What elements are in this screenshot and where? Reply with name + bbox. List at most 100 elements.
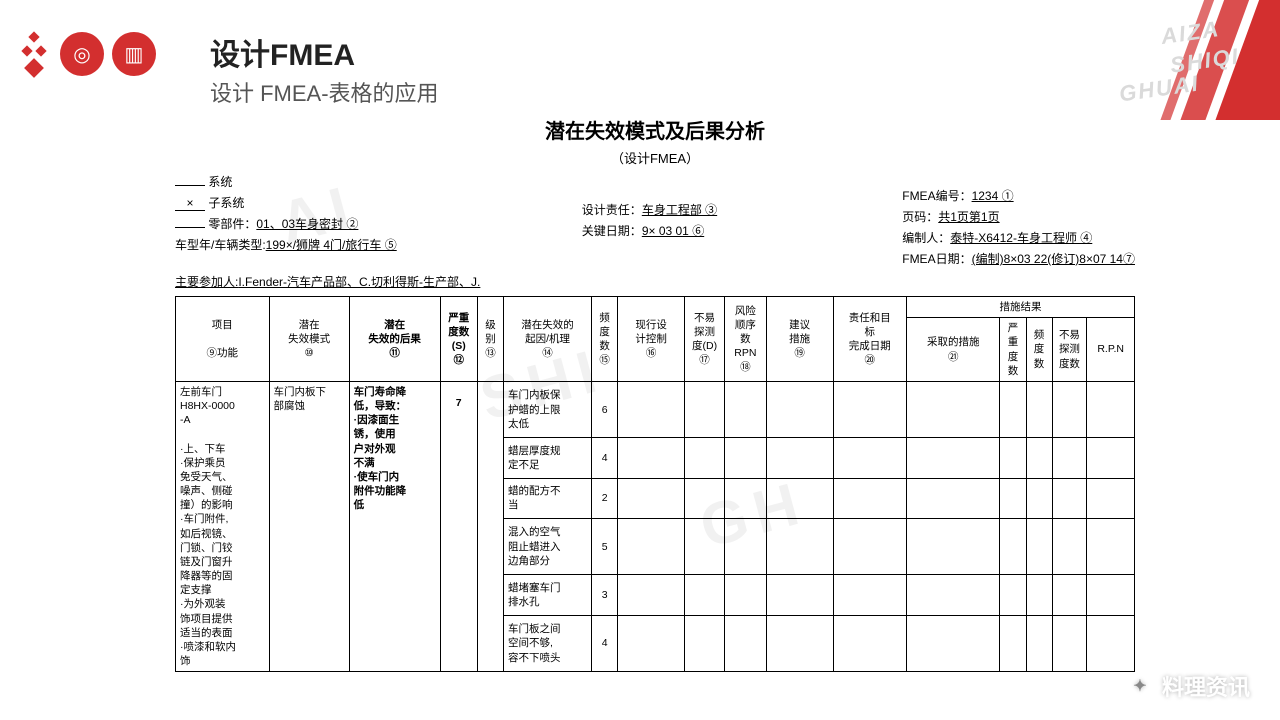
- cell-det: [684, 478, 724, 518]
- cell-action: [766, 518, 833, 574]
- meta-value: 泰特-X6412-车身工程师 ④: [950, 231, 1092, 245]
- col-rpn: 风险顺序数RPN⑱: [725, 297, 767, 382]
- cell-rocc: [1026, 615, 1052, 672]
- col-rocc: 频度数: [1026, 318, 1052, 382]
- cell-action: [766, 381, 833, 437]
- cell-rpn: [725, 615, 767, 672]
- cell-cause: 车门内板保护蜡的上限太低: [503, 381, 591, 437]
- cell-action: [766, 478, 833, 518]
- cell-rrpn: [1087, 518, 1135, 574]
- meta-value: 车身工程部 ③: [642, 203, 717, 217]
- cell-occ: 6: [592, 381, 618, 437]
- table-row: 左前车门H8HX-0000-A·上、下车·保护乘员免受天气、噪声、侧碰撞）的影响…: [176, 381, 1135, 437]
- cell-failure: 车门内板下部腐蚀: [269, 381, 349, 671]
- col-item: 项目⑨功能: [176, 297, 270, 382]
- cell-resp: [833, 518, 906, 574]
- cell-taken: [906, 575, 1000, 615]
- meta-label: 车型年/车辆类型:: [175, 238, 266, 252]
- page-header: 设计FMEA 设计 FMEA-表格的应用: [210, 30, 439, 108]
- col-cause: 潜在失效的起因/机理⑭: [503, 297, 591, 382]
- meta-subsystem: 子系统: [208, 196, 244, 210]
- cell-control: [618, 478, 685, 518]
- meta-system: 系统: [208, 175, 232, 189]
- cell-det: [684, 615, 724, 672]
- cell-rpn: [725, 381, 767, 437]
- meta-section: 系统 × 子系统 零部件：01、03车身密封 ② 车型年/车辆类型:199×/狮…: [175, 173, 1135, 267]
- col-failure: 潜在失效模式⑩: [269, 297, 349, 382]
- col-class: 级别⑬: [477, 297, 503, 382]
- page-title: 设计FMEA: [210, 30, 439, 74]
- cell-rpn: [725, 575, 767, 615]
- cell-rdet: [1052, 438, 1087, 478]
- cell-rsev: [1000, 575, 1026, 615]
- cell-rpn: [725, 518, 767, 574]
- cell-rpn: [725, 478, 767, 518]
- cell-item: 左前车门H8HX-0000-A·上、下车·保护乘员免受天气、噪声、侧碰撞）的影响…: [176, 381, 270, 671]
- target-icon: ◎: [60, 32, 104, 76]
- cell-rocc: [1026, 478, 1052, 518]
- col-rdet: 不易探测度数: [1052, 318, 1087, 382]
- meta-value: 1234 ①: [972, 189, 1014, 203]
- cell-taken: [906, 381, 1000, 437]
- meta-value: 9× 03 01 ⑥: [642, 224, 704, 238]
- cell-cause: 混入的空气阻止蜡进入边角部分: [503, 518, 591, 574]
- cell-cause: 蜡堵塞车门排水孔: [503, 575, 591, 615]
- cell-rdet: [1052, 381, 1087, 437]
- cell-occ: 2: [592, 478, 618, 518]
- col-control: 现行设计控制⑯: [618, 297, 685, 382]
- cell-action: [766, 575, 833, 615]
- col-taken: 采取的措施㉑: [906, 318, 1000, 382]
- cell-rrpn: [1087, 615, 1135, 672]
- cell-resp: [833, 438, 906, 478]
- cell-rocc: [1026, 381, 1052, 437]
- meta-value: 199×/狮牌 4门/旅行车 ⑤: [266, 238, 397, 252]
- col-det: 不易探测度(D)⑰: [684, 297, 724, 382]
- cell-rrpn: [1087, 381, 1135, 437]
- cell-resp: [833, 478, 906, 518]
- cell-rrpn: [1087, 575, 1135, 615]
- col-rrpn: R.P.N: [1087, 318, 1135, 382]
- cell-severity: 7: [440, 381, 477, 671]
- cell-occ: 5: [592, 518, 618, 574]
- corner-accent: [1060, 0, 1280, 120]
- page-subtitle: 设计 FMEA-表格的应用: [210, 76, 439, 108]
- cell-det: [684, 518, 724, 574]
- meta-label: FMEA日期：: [902, 252, 971, 266]
- cell-rdet: [1052, 478, 1087, 518]
- meta-label: FMEA编号：: [902, 189, 971, 203]
- cell-rsev: [1000, 615, 1026, 672]
- doc-subtitle: （设计FMEA）: [175, 148, 1135, 167]
- meta-label: 设计责任：: [582, 203, 642, 217]
- cell-occ: 3: [592, 575, 618, 615]
- cell-effect: 车门寿命降低，导致：·因漆面生锈，使用户对外观不满·使车门内附件功能降低: [349, 381, 440, 671]
- cell-rdet: [1052, 575, 1087, 615]
- cell-rocc: [1026, 438, 1052, 478]
- col-occ: 频度数⑮: [592, 297, 618, 382]
- cell-rsev: [1000, 478, 1026, 518]
- cell-resp: [833, 381, 906, 437]
- cell-rsev: [1000, 438, 1026, 478]
- meta-label: 关键日期：: [582, 224, 642, 238]
- cell-control: [618, 518, 685, 574]
- header-icons: ◎ ▥: [20, 30, 160, 78]
- doc-title: 潜在失效模式及后果分析: [175, 115, 1135, 144]
- cell-taken: [906, 438, 1000, 478]
- chart-icon: ▥: [112, 32, 156, 76]
- footer-brand: ✦ 料理资讯: [1126, 670, 1250, 702]
- col-effect: 潜在失效的后果⑪: [349, 297, 440, 382]
- cell-rpn: [725, 438, 767, 478]
- cell-control: [618, 438, 685, 478]
- cell-taken: [906, 518, 1000, 574]
- fmea-table: 项目⑨功能 潜在失效模式⑩ 潜在失效的后果⑪ 严重度数(S)⑫ 级别⑬ 潜在失效…: [175, 296, 1135, 672]
- cell-det: [684, 438, 724, 478]
- meta-value: (编制)8×03 22(修订)8×07 14⑦: [972, 252, 1135, 266]
- cell-control: [618, 381, 685, 437]
- cell-control: [618, 575, 685, 615]
- col-action: 建议措施⑲: [766, 297, 833, 382]
- participants: 主要参加人:I.Fender-汽车产品部、C.切利得斯-生产部、J.: [175, 273, 1135, 290]
- cell-action: [766, 438, 833, 478]
- footer-text: 料理资讯: [1162, 670, 1250, 702]
- cell-class: [477, 381, 503, 671]
- cell-control: [618, 615, 685, 672]
- col-results: 措施结果: [906, 297, 1134, 318]
